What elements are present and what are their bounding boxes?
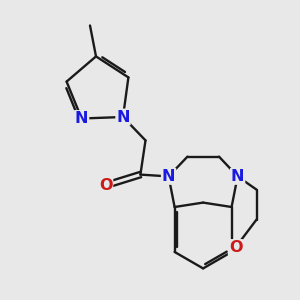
Text: N: N [162,169,175,184]
Text: O: O [99,178,112,193]
Text: N: N [116,110,130,124]
Text: N: N [231,169,244,184]
Text: O: O [229,240,242,255]
Text: N: N [75,111,88,126]
